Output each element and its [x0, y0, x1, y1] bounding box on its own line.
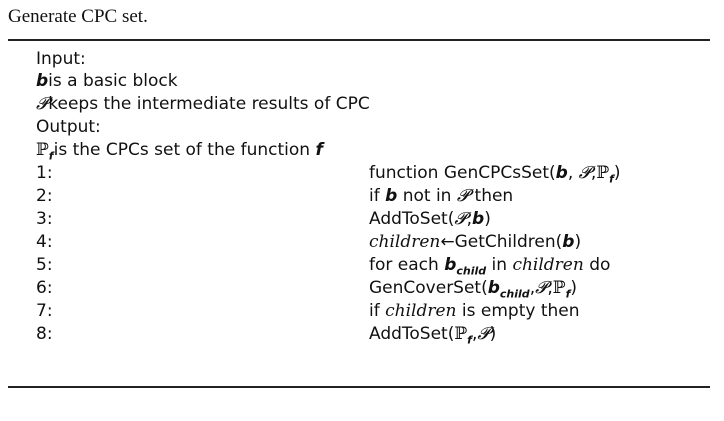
b-symbol: b [36, 71, 49, 91]
step-8-code: AddToSet(ℙf,𝓟) [369, 324, 497, 347]
bottom-rule [8, 386, 710, 388]
step-1-code: function GenCPCsSet(b, 𝓟,ℙf) [369, 163, 621, 186]
step-6-code: GenCoverSet(bchild,𝓟,ℙf) [369, 278, 577, 301]
step-7-code: if children is empty then [369, 301, 580, 321]
step-number: 3: [36, 209, 53, 229]
pf-description: is the CPCs set of the function [53, 140, 311, 160]
pf-subscript: f [48, 149, 54, 163]
output-pf-line: ℙfis the CPCs set of the function f [36, 139, 323, 167]
input-b-line: bis a basic block [36, 70, 178, 92]
step-number: 2: [36, 186, 53, 206]
output-label: Output: [36, 117, 101, 137]
step-number: 1: [36, 163, 53, 183]
algorithm-caption: Generate CPC set. [8, 6, 148, 27]
top-rule [8, 39, 710, 41]
step-5-code: for each bchild in children do [369, 255, 611, 278]
step-2-code: if b not in 𝓟 then [369, 186, 514, 206]
pf-symbol: ℙ [36, 140, 49, 160]
b-description: is a basic block [48, 71, 178, 91]
step-number: 4: [36, 232, 53, 252]
input-p-line: 𝓟keeps the intermediate results of CPC [36, 93, 370, 115]
step-3-code: AddToSet(𝓟,b) [369, 209, 491, 229]
step-number: 5: [36, 255, 53, 275]
p-symbol: 𝓟 [36, 94, 49, 114]
f-symbol: f [315, 140, 323, 160]
input-label: Input: [36, 49, 86, 69]
p-description: keeps the intermediate results of CPC [48, 94, 370, 114]
step-number: 6: [36, 278, 53, 298]
step-number: 8: [36, 324, 53, 344]
step-4-code: children←GetChildren(b) [369, 232, 582, 252]
step-number: 7: [36, 301, 53, 321]
